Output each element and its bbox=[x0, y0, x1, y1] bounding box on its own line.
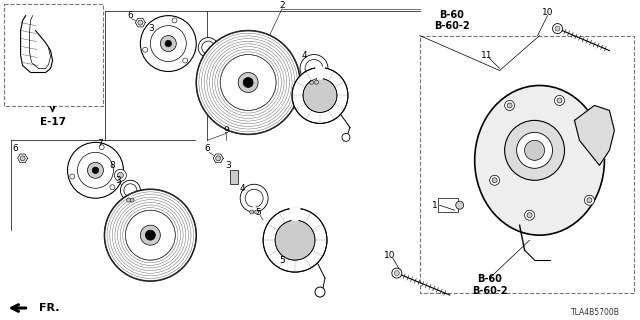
Circle shape bbox=[70, 174, 75, 179]
Circle shape bbox=[172, 18, 177, 23]
Circle shape bbox=[238, 73, 258, 92]
Circle shape bbox=[198, 37, 218, 58]
Circle shape bbox=[183, 58, 188, 63]
Circle shape bbox=[130, 198, 134, 202]
Circle shape bbox=[490, 175, 500, 185]
Circle shape bbox=[303, 78, 337, 112]
Polygon shape bbox=[136, 18, 145, 27]
Text: 6: 6 bbox=[127, 11, 133, 20]
Circle shape bbox=[342, 133, 350, 141]
Circle shape bbox=[20, 156, 25, 161]
Circle shape bbox=[67, 142, 124, 198]
Text: 5: 5 bbox=[279, 256, 285, 265]
Text: 3: 3 bbox=[116, 176, 122, 185]
Circle shape bbox=[492, 178, 497, 183]
Circle shape bbox=[263, 208, 327, 272]
Text: B-60
B-60-2: B-60 B-60-2 bbox=[434, 10, 470, 31]
Circle shape bbox=[300, 54, 328, 83]
Text: 2: 2 bbox=[279, 1, 285, 10]
Text: 3: 3 bbox=[148, 24, 154, 33]
Polygon shape bbox=[575, 105, 614, 165]
Circle shape bbox=[243, 77, 253, 87]
Text: 11: 11 bbox=[481, 51, 492, 60]
Circle shape bbox=[138, 20, 143, 25]
Circle shape bbox=[127, 198, 131, 202]
Text: 6: 6 bbox=[204, 144, 210, 153]
Circle shape bbox=[92, 167, 99, 173]
Circle shape bbox=[240, 184, 268, 212]
Text: TLA4B5700B: TLA4B5700B bbox=[570, 308, 620, 316]
Circle shape bbox=[394, 271, 399, 276]
Circle shape bbox=[140, 225, 161, 245]
Text: 5: 5 bbox=[255, 208, 261, 217]
Circle shape bbox=[527, 213, 532, 218]
Circle shape bbox=[104, 189, 196, 281]
Circle shape bbox=[392, 268, 402, 278]
Circle shape bbox=[525, 140, 545, 160]
Text: 1: 1 bbox=[432, 201, 438, 210]
Circle shape bbox=[143, 47, 148, 52]
Circle shape bbox=[292, 68, 348, 124]
Circle shape bbox=[120, 180, 140, 200]
Wedge shape bbox=[312, 76, 317, 84]
Text: 4: 4 bbox=[239, 184, 245, 193]
Circle shape bbox=[315, 287, 325, 297]
Circle shape bbox=[504, 120, 564, 180]
Circle shape bbox=[161, 36, 176, 52]
Circle shape bbox=[584, 195, 595, 205]
Polygon shape bbox=[213, 154, 223, 163]
Wedge shape bbox=[315, 67, 325, 80]
Circle shape bbox=[88, 162, 104, 178]
Circle shape bbox=[587, 198, 592, 203]
Circle shape bbox=[456, 201, 464, 209]
Text: 6: 6 bbox=[13, 144, 19, 153]
Circle shape bbox=[314, 80, 319, 84]
Text: FR.: FR. bbox=[38, 303, 59, 313]
Wedge shape bbox=[129, 196, 132, 201]
Text: 8: 8 bbox=[109, 161, 115, 170]
Text: 9: 9 bbox=[223, 126, 229, 135]
Circle shape bbox=[117, 172, 124, 178]
FancyBboxPatch shape bbox=[230, 170, 238, 184]
Text: 4: 4 bbox=[301, 51, 307, 60]
Text: B-60
B-60-2: B-60 B-60-2 bbox=[472, 274, 508, 296]
Circle shape bbox=[552, 24, 563, 34]
Wedge shape bbox=[289, 207, 301, 221]
Circle shape bbox=[504, 100, 515, 110]
Circle shape bbox=[275, 220, 315, 260]
Circle shape bbox=[145, 230, 156, 240]
Circle shape bbox=[525, 210, 534, 220]
Circle shape bbox=[554, 95, 564, 105]
Circle shape bbox=[255, 210, 259, 214]
Text: 7: 7 bbox=[97, 139, 103, 148]
Circle shape bbox=[125, 210, 175, 260]
Circle shape bbox=[250, 210, 253, 214]
Ellipse shape bbox=[475, 85, 604, 235]
Text: 10: 10 bbox=[384, 251, 396, 260]
Circle shape bbox=[507, 103, 512, 108]
Circle shape bbox=[140, 16, 196, 71]
Circle shape bbox=[216, 156, 221, 161]
Circle shape bbox=[99, 145, 104, 150]
Circle shape bbox=[220, 54, 276, 110]
Circle shape bbox=[557, 98, 562, 103]
Circle shape bbox=[310, 80, 314, 84]
Text: 10: 10 bbox=[542, 8, 554, 17]
Polygon shape bbox=[18, 154, 28, 163]
Circle shape bbox=[115, 169, 126, 181]
Circle shape bbox=[196, 31, 300, 134]
Circle shape bbox=[110, 185, 115, 190]
Circle shape bbox=[555, 26, 560, 31]
Text: 3: 3 bbox=[225, 161, 231, 170]
Text: E-17: E-17 bbox=[40, 117, 65, 127]
Wedge shape bbox=[252, 206, 257, 213]
Circle shape bbox=[516, 132, 552, 168]
Circle shape bbox=[165, 40, 172, 47]
